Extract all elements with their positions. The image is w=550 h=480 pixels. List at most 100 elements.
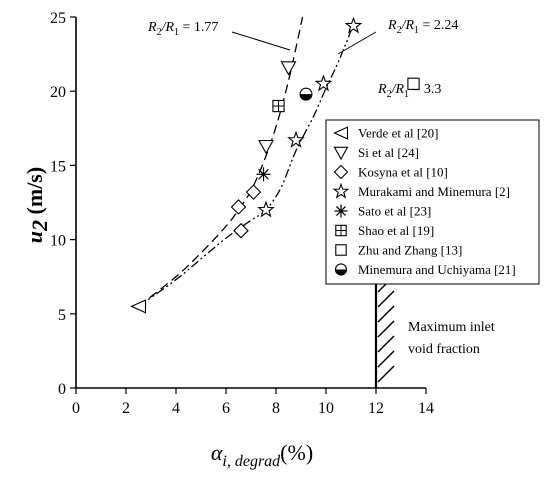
r177-lhs: R xyxy=(147,20,157,35)
r177-rsub: 1 xyxy=(174,27,179,38)
legend-item: Shao et al [19] xyxy=(335,223,434,238)
half-circle-fill xyxy=(300,94,312,101)
x-tick-label: 2 xyxy=(122,400,130,417)
legend-label: Sato et al [23] xyxy=(358,204,431,219)
asterisk-marker xyxy=(334,204,348,218)
r224-lsub: 2 xyxy=(397,25,402,36)
x-axis-title-main: α xyxy=(211,440,223,465)
star-marker xyxy=(257,200,275,218)
data-markers xyxy=(130,16,420,314)
x-axis-title-sub: i, degrad xyxy=(222,453,281,470)
x-tick-label: 6 xyxy=(222,400,230,417)
curve-r177 xyxy=(138,17,304,307)
legend-label: Shao et al [19] xyxy=(358,223,434,238)
legend-item: Kosyna et al [10] xyxy=(333,164,448,180)
r224-lhs: R xyxy=(387,18,397,33)
diamond-marker xyxy=(230,199,247,215)
x-tick-label: 14 xyxy=(418,400,434,417)
r33-mid: /R xyxy=(391,82,405,97)
half-circle-fill xyxy=(335,269,347,276)
hatch-stroke xyxy=(377,365,395,383)
inlet-label-line-2: void fraction xyxy=(408,342,480,357)
legend-box xyxy=(325,119,540,285)
legend-items: Verde et al [20] Si et al [24] Kosyna et a… xyxy=(332,126,516,277)
r224-rsub: 1 xyxy=(414,25,419,36)
curve-r224 xyxy=(138,24,355,307)
star-marker xyxy=(287,130,305,148)
x-axis-title-unit: (%) xyxy=(280,440,313,465)
legend-label: Zhu and Zhang [13] xyxy=(358,243,462,258)
hatch-stroke xyxy=(377,320,395,338)
y-tick-label: 15 xyxy=(50,158,66,175)
star-marker xyxy=(314,74,333,92)
legend-item: Si et al [24] xyxy=(333,145,419,161)
inlet-label-line-1: Maximum inlet xyxy=(408,320,495,335)
half-circle-marker xyxy=(334,263,348,276)
x-tick-label: 4 xyxy=(172,400,180,417)
asterisk-stroke xyxy=(258,168,269,180)
y-axis-title-main: u xyxy=(22,231,47,243)
x-ticks: 0 2 4 6 8 10 12 14 xyxy=(72,388,434,417)
y-tick-label: 5 xyxy=(58,307,66,324)
r177-leader xyxy=(231,31,291,51)
square-marker xyxy=(335,244,347,256)
square-plus-marker xyxy=(335,224,347,237)
y-tick-label: 10 xyxy=(50,233,66,250)
hatch-stroke xyxy=(377,350,395,368)
legend-item: Sato et al [23] xyxy=(334,204,431,219)
y-tick-label: 25 xyxy=(50,10,66,27)
legend-label: Verde et al [20] xyxy=(358,126,439,141)
axes xyxy=(75,17,426,389)
half-circle-marker xyxy=(299,87,313,101)
legend-item: Zhu and Zhang [13] xyxy=(335,243,462,258)
x-axis-title: αi, degrad(%) xyxy=(211,440,313,470)
r224-leader xyxy=(337,31,377,55)
hatch-stroke xyxy=(377,290,395,308)
square-marker xyxy=(407,77,420,90)
r224-label: R2/R1 = 2.24 xyxy=(387,18,458,36)
asterisk-stroke xyxy=(335,205,347,217)
triangle-down-marker xyxy=(258,139,274,155)
legend-label: Minemura and Uchiyama [21] xyxy=(358,262,516,277)
square-plus-marker xyxy=(272,99,285,113)
r224-mid: /R xyxy=(401,18,415,33)
legend-label: Si et al [24] xyxy=(358,145,419,160)
triangle-down-marker xyxy=(280,61,297,76)
r177-label: R2/R1 = 1.77 xyxy=(147,20,218,38)
legend: Verde et al [20] Si et al [24] Kosyna et a… xyxy=(325,119,540,285)
legend-label: Kosyna et al [10] xyxy=(358,165,448,180)
diamond-marker xyxy=(233,222,249,239)
r33-lsub: 2 xyxy=(387,89,392,100)
r33-lhs: R xyxy=(377,82,387,97)
diamond-marker xyxy=(333,164,349,180)
star-marker xyxy=(344,16,363,34)
r177-eq: = 1.77 xyxy=(179,20,218,35)
diamond-marker xyxy=(245,184,262,200)
r224-eq: = 2.24 xyxy=(419,18,458,33)
r33-rsub: 1 xyxy=(404,89,409,100)
legend-label: Murakami and Minemura [2] xyxy=(358,184,510,199)
r177-lsub: 2 xyxy=(157,27,162,38)
y-axis-title-sub: 2 xyxy=(27,220,52,232)
x-tick-label: 8 xyxy=(272,400,280,417)
y-tick-label: 0 xyxy=(58,381,66,398)
x-tick-label: 10 xyxy=(318,400,334,417)
legend-item: Minemura and Uchiyama [21] xyxy=(334,262,516,277)
legend-item: Verde et al [20] xyxy=(333,126,439,141)
x-tick-label: 0 xyxy=(72,400,80,417)
legend-item: Murakami and Minemura [2] xyxy=(332,182,510,199)
y-tick-label: 20 xyxy=(50,84,66,101)
y-ticks: 0 5 10 15 20 25 xyxy=(50,10,76,398)
triangle-left-marker xyxy=(130,299,147,314)
asterisk-marker xyxy=(256,167,271,182)
hatch-stroke xyxy=(377,335,395,353)
x-tick-label: 12 xyxy=(368,400,384,417)
triangle-down-marker xyxy=(333,146,349,161)
star-marker xyxy=(332,182,350,199)
r177-mid: /R xyxy=(161,20,175,35)
y-axis-title: u2 (m/s) xyxy=(22,167,52,243)
hatch-stroke xyxy=(377,305,395,323)
triangle-left-marker xyxy=(333,126,349,140)
y-axis-title-unit: (m/s) xyxy=(22,167,47,220)
